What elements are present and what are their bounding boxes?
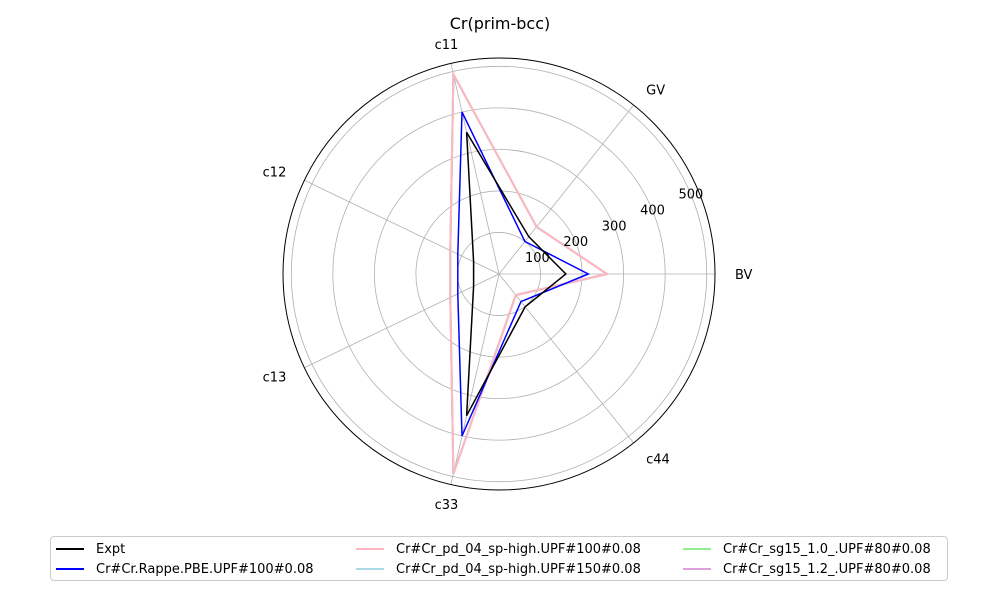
series-line-1 xyxy=(457,111,591,437)
axis-label-c13: c13 xyxy=(263,370,287,385)
axis-label-c12: c12 xyxy=(263,166,287,181)
spoke-c33 xyxy=(450,273,500,485)
legend-item-sg15-10: Cr#Cr_sg15_1.0_.UPF#80#0.08 xyxy=(683,539,931,559)
legend-swatch xyxy=(683,548,711,550)
legend-label: Cr#Cr_sg15_1.0_.UPF#80#0.08 xyxy=(723,541,931,557)
r-tick-label: 500 xyxy=(678,188,703,203)
gridline-300 xyxy=(373,148,625,400)
chart-title: Cr(prim-bcc) xyxy=(450,14,551,33)
legend-item-pd04-100: Cr#Cr_pd_04_sp-high.UPF#100#0.08 xyxy=(356,539,641,559)
gridline-400 xyxy=(332,107,666,441)
legend-item-sg15-12: Cr#Cr_sg15_1.2_.UPF#80#0.08 xyxy=(683,559,931,579)
spoke-c12 xyxy=(304,179,500,275)
axis-label-BV: BV xyxy=(735,268,753,283)
series-group xyxy=(449,70,610,475)
outer-frame xyxy=(282,57,716,491)
gridline-200 xyxy=(415,190,583,358)
legend-label: Cr#Cr_sg15_1.2_.UPF#80#0.08 xyxy=(723,561,931,577)
axis-labels: 100 200 300 400 500 BV GV c11 c12 c13 c33 c44 xyxy=(263,38,753,513)
legend-swatch xyxy=(356,568,384,570)
legend-swatch xyxy=(56,548,84,550)
gridline-500 xyxy=(290,65,708,483)
spoke-GV xyxy=(498,104,634,275)
legend-label: Cr#Cr.Rappe.PBE.UPF#100#0.08 xyxy=(96,561,314,577)
spoke-c44 xyxy=(498,273,634,444)
axis-label-c33: c33 xyxy=(435,498,459,513)
legend-swatch xyxy=(683,568,711,570)
legend-item-rappe: Cr#Cr.Rappe.PBE.UPF#100#0.08 xyxy=(56,559,314,579)
axis-label-c44: c44 xyxy=(646,453,670,468)
legend-swatch xyxy=(56,568,84,570)
r-tick-label: 100 xyxy=(525,251,550,266)
r-tick-label: 400 xyxy=(640,203,665,218)
legend-label: Cr#Cr_pd_04_sp-high.UPF#150#0.08 xyxy=(396,561,641,577)
axis-label-c11: c11 xyxy=(435,38,459,53)
polar-grid xyxy=(282,57,716,491)
spoke-c11 xyxy=(450,63,500,275)
legend-label: Cr#Cr_pd_04_sp-high.UPF#100#0.08 xyxy=(396,541,641,557)
r-tick-label: 200 xyxy=(563,235,588,250)
legend-label: Expt xyxy=(96,541,126,557)
series-line-2 xyxy=(449,70,610,475)
series-line-0 xyxy=(465,131,568,417)
legend: Expt Cr#Cr.Rappe.PBE.UPF#100#0.08 Cr#Cr_… xyxy=(50,536,948,581)
legend-item-pd04-150: Cr#Cr_pd_04_sp-high.UPF#150#0.08 xyxy=(356,559,641,579)
legend-item-expt: Expt xyxy=(56,539,125,559)
legend-swatch xyxy=(356,548,384,550)
r-tick-label: 300 xyxy=(602,219,627,234)
axis-label-GV: GV xyxy=(646,83,665,98)
spoke-c13 xyxy=(304,273,500,369)
